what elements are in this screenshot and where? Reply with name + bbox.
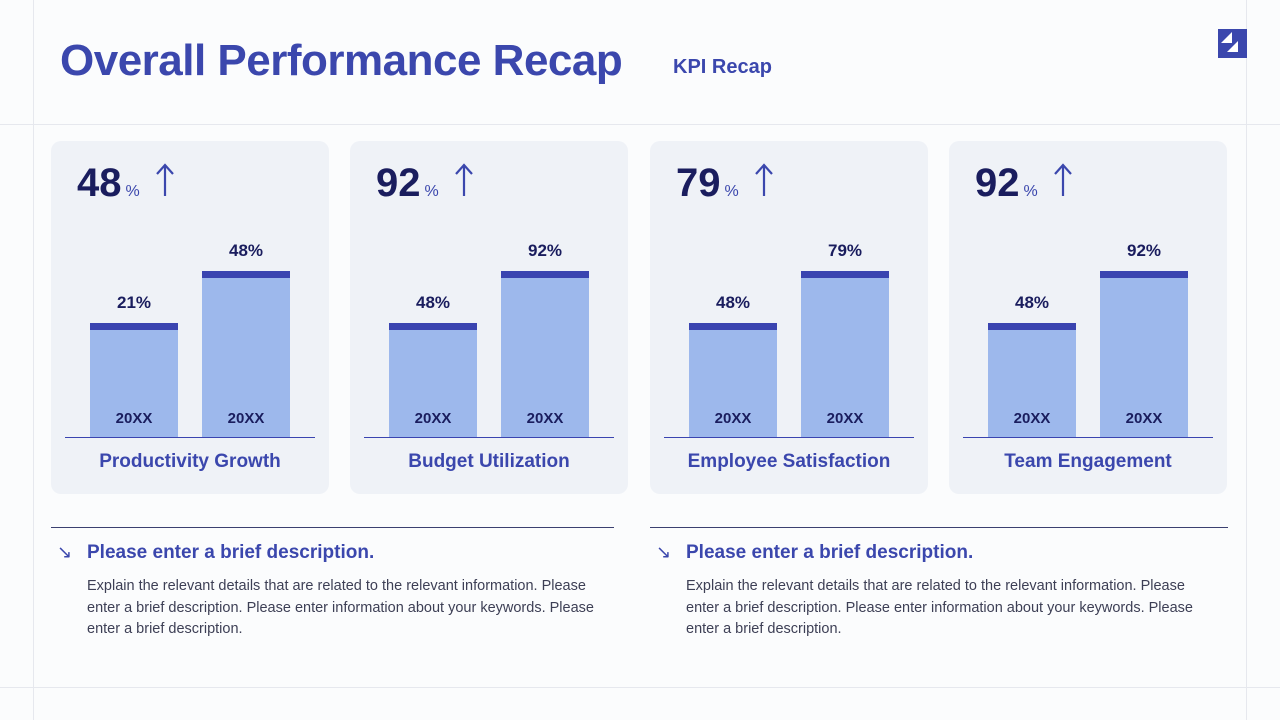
brand-logo [1218,29,1247,58]
description-body: Explain the relevant details that are re… [87,578,594,637]
kpi-unit: % [1023,183,1038,200]
bar-value-label: 21% [116,293,152,312]
arrow-up-icon [455,163,473,196]
bar [1100,271,1188,437]
chart-title: Team Engagement [1004,451,1172,472]
bar-value-label: 92% [527,241,563,260]
description-heading: Please enter a brief description. [686,542,974,563]
bar-value-label: 48% [228,241,264,260]
chart-baseline [364,437,614,438]
kpi-card: 92% 48% 20XX 92% 20XX Team Engagement [949,141,1227,494]
kpi-card: 92% 48% 20XX 92% 20XX Budget Utilization [350,141,628,494]
arrow-up-icon [1054,163,1072,196]
x-tick-label: 20XX [714,410,752,427]
x-tick-label: 20XX [1013,410,1051,427]
kpi-card: 48% 21% 20XX 48% 20XX Productivity Growt… [51,141,329,494]
bar-value-label: 48% [715,293,751,312]
guide-line [33,0,34,720]
kpi-unit: % [724,183,739,200]
chart-title: Employee Satisfaction [687,451,891,472]
x-tick-label: 20XX [826,410,864,427]
guide-line [1246,0,1247,720]
x-tick-label: 20XX [227,410,265,427]
kpi-unit: % [125,183,140,200]
page-subtitle: KPI Recap [673,56,772,78]
bar-value-label: 79% [827,241,863,260]
description-block: ↘ Please enter a brief description. Expl… [650,527,1228,637]
chart-title: Productivity Growth [99,451,281,472]
guide-line [0,124,1280,125]
chart-baseline [963,437,1213,438]
bar [988,323,1076,437]
description-block: ↘ Please enter a brief description. Expl… [51,527,614,637]
x-tick-label: 20XX [526,410,564,427]
kpi-value: 92% [975,161,1038,205]
chart-baseline [65,437,315,438]
bar-value-label: 48% [415,293,451,312]
bar [90,323,178,437]
bar [389,323,477,437]
kpi-unit: % [424,183,439,200]
arrow-down-right-icon: ↘ [656,542,672,562]
arrow-up-icon [755,163,773,196]
description-body: Explain the relevant details that are re… [686,578,1193,637]
kpi-value: 48% [77,161,140,205]
kpi-value: 92% [376,161,439,205]
chart-baseline [664,437,914,438]
bar [501,271,589,437]
bar [202,271,290,437]
kpi-value: 79% [676,161,739,205]
chart-title: Budget Utilization [408,451,570,472]
arrow-up-icon [156,163,174,196]
bar [689,323,777,437]
arrow-down-right-icon: ↘ [57,542,73,562]
x-tick-label: 20XX [1125,410,1163,427]
x-tick-label: 20XX [115,410,153,427]
description-heading: Please enter a brief description. [87,542,375,563]
kpi-card: 79% 48% 20XX 79% 20XX Employee Satisfact… [650,141,928,494]
guide-line [0,687,1280,688]
x-tick-label: 20XX [414,410,452,427]
bar [801,271,889,437]
bar-value-label: 48% [1014,293,1050,312]
page-title: Overall Performance Recap [60,36,623,85]
bar-value-label: 92% [1126,241,1162,260]
